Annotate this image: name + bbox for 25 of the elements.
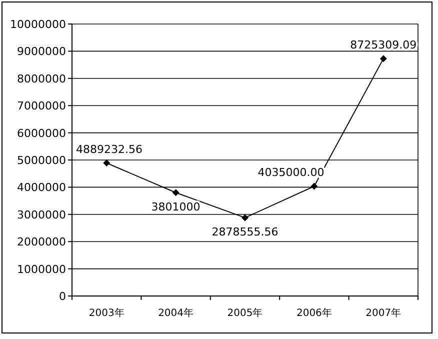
y-tick-label: 7000000 — [17, 100, 66, 113]
y-tick-label: 0 — [59, 290, 66, 303]
y-tick-label: 2000000 — [17, 236, 66, 249]
x-tick-label: 2007年 — [366, 307, 402, 319]
y-tick-label: 8000000 — [17, 72, 66, 86]
y-tick-label: 10000000 — [10, 18, 66, 31]
point — [242, 214, 248, 222]
y-tick-label: 6000000 — [17, 126, 66, 140]
x-tick-label: 2006年 — [296, 307, 332, 319]
point — [172, 189, 180, 196]
text: 4889232.56 — [76, 143, 142, 156]
text: 2878555.56 — [212, 226, 278, 239]
text: 3801000 — [151, 200, 200, 214]
point — [310, 182, 318, 190]
y-tick-label: 1000000 — [17, 262, 66, 276]
x-tick-label: 2004年 — [158, 307, 194, 319]
x-tick-label: 2005年 — [227, 307, 263, 319]
y-tick-label: 4000000 — [17, 181, 66, 194]
text: 8725309.09 — [350, 38, 417, 52]
y-tick-label: 9000000 — [17, 45, 66, 58]
y-tick-label: 5000000 — [17, 154, 66, 167]
y-tick-label: 3000000 — [17, 208, 66, 222]
x-tick-label: 2003年 — [88, 307, 124, 319]
point — [103, 160, 110, 167]
point — [380, 55, 387, 62]
